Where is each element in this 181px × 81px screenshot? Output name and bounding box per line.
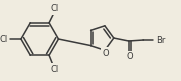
Text: Br: Br	[157, 35, 166, 44]
Text: O: O	[126, 52, 133, 61]
Text: Cl: Cl	[51, 4, 59, 13]
Text: Cl: Cl	[0, 35, 8, 43]
Text: Cl: Cl	[51, 65, 59, 74]
Text: O: O	[103, 49, 109, 58]
